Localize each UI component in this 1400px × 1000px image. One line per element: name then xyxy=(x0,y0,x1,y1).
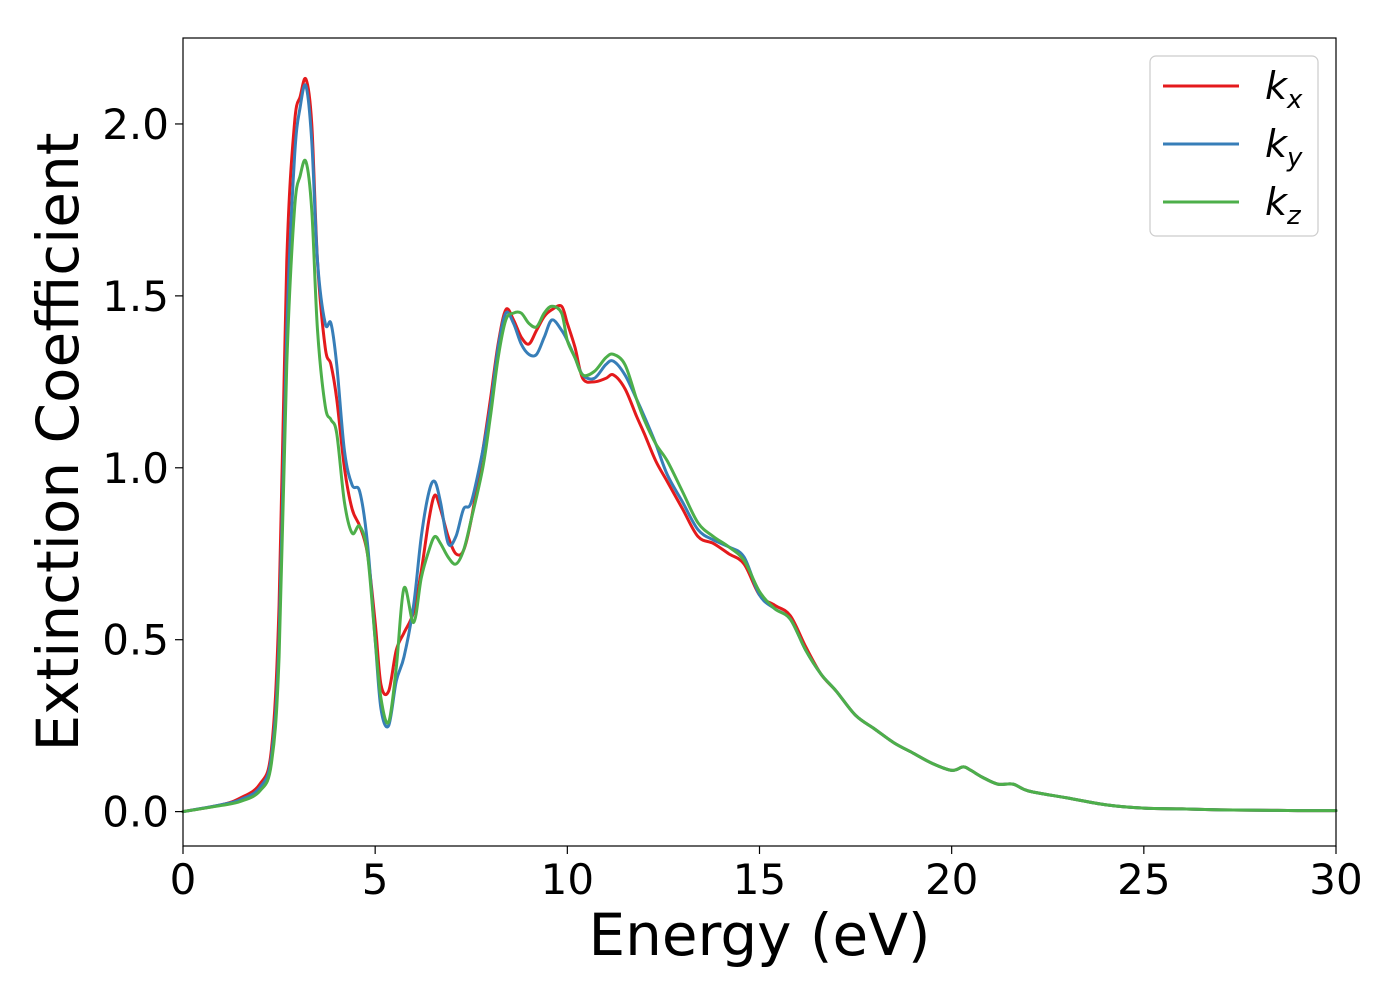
legend-label: ky xyxy=(1265,122,1303,173)
y-tick-label: 0.0 xyxy=(102,788,169,837)
x-tick-label: 30 xyxy=(1309,855,1362,904)
x-axis-title: Energy (eV) xyxy=(588,901,930,969)
x-tick-label: 25 xyxy=(1117,855,1170,904)
plot-background xyxy=(183,38,1336,846)
legend-box xyxy=(1149,55,1319,237)
y-axis: 0.0 0.5 1.0 1.5 2.0 xyxy=(102,100,183,837)
series-layer xyxy=(181,76,1338,814)
x-tick-label: 5 xyxy=(362,855,389,904)
x-tick-label: 0 xyxy=(170,855,197,904)
x-tick-label: 15 xyxy=(733,855,786,904)
x-axis: 0 5 10 15 20 25 30 xyxy=(170,846,1363,904)
x-tick-label: 10 xyxy=(541,855,594,904)
y-tick-label: 1.0 xyxy=(102,444,169,493)
legend-label: kx xyxy=(1265,64,1303,115)
x-tick-label: 20 xyxy=(925,855,978,904)
legend: kx ky kz xyxy=(1149,55,1319,237)
y-tick-label: 1.5 xyxy=(102,272,169,321)
legend-label: kz xyxy=(1265,180,1302,231)
series-line-k-z xyxy=(181,158,1338,814)
y-tick-label: 0.5 xyxy=(102,616,169,665)
y-axis-title: Extinction Coefficient xyxy=(24,133,92,752)
y-tick-label: 2.0 xyxy=(102,100,169,149)
